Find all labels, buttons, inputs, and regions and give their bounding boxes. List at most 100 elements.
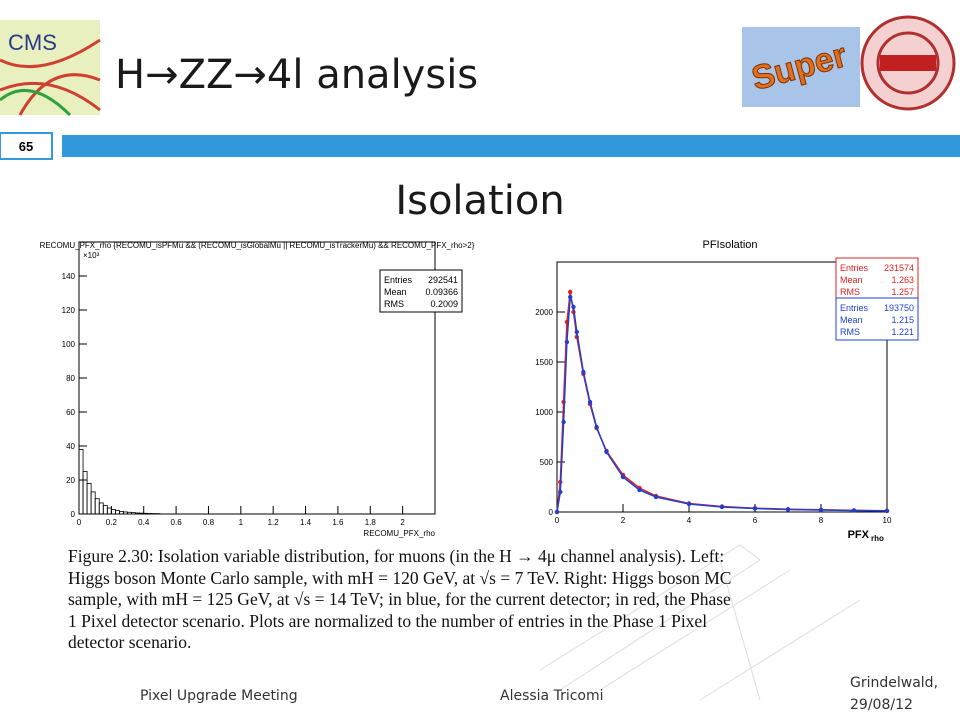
stats-label: RMS <box>840 287 860 297</box>
y-tick-label: 140 <box>62 272 76 281</box>
y-multiplier: ×10³ <box>83 251 100 260</box>
stats-label: Entries <box>384 275 413 285</box>
series-point <box>686 501 692 507</box>
x-tick-label: 0 <box>77 518 82 527</box>
x-tick-label: 0.8 <box>203 518 215 527</box>
cms-logo-tracks <box>0 88 72 117</box>
histogram-bar <box>123 511 128 515</box>
x-tick-label: 4 <box>687 516 692 525</box>
series-point <box>637 487 642 493</box>
footer-event: Pixel Upgrade Meeting <box>140 688 298 704</box>
histogram-bar <box>115 510 120 515</box>
stats-label: Entries <box>840 303 869 313</box>
histogram-bar <box>86 482 92 515</box>
series-point <box>719 504 725 510</box>
x-tick-label: 2 <box>621 516 626 525</box>
stats-label: RMS <box>840 327 860 337</box>
x-tick-label: 0.6 <box>171 518 183 527</box>
x-tick-label: 0 <box>555 516 560 525</box>
y-tick-label: 0 <box>549 508 554 517</box>
caption-line: detector scenario. <box>68 632 192 652</box>
series-point <box>851 508 857 513</box>
slide-number-box <box>0 132 53 160</box>
x-tick-label: 1.8 <box>365 518 377 527</box>
title-bar <box>62 135 960 157</box>
histogram-bar <box>135 512 141 515</box>
series-point <box>561 419 566 425</box>
stats-value: 231574 <box>884 263 914 273</box>
stats-value: 1.221 <box>891 327 914 337</box>
x-axis-label-sub: rho <box>871 534 884 543</box>
y-tick-label: 80 <box>66 374 75 383</box>
slide-number: 65 <box>19 139 33 154</box>
x-axis-label: RECOMU_PFX_rho <box>363 529 435 538</box>
series-point <box>554 509 560 515</box>
histogram-bar <box>143 512 149 515</box>
footer-author: Alessia Tricomi <box>500 688 604 704</box>
x-tick-label: 1 <box>239 518 244 527</box>
x-tick-label: 8 <box>819 516 824 525</box>
detector-logo <box>880 55 936 71</box>
caption: Figure 2.30: Isolation variable distribu… <box>68 546 731 654</box>
series-point <box>571 304 576 310</box>
y-tick-label: 20 <box>66 476 75 485</box>
y-tick-label: 100 <box>62 340 76 349</box>
chart-title: RECOMU_PFX_rho {RECOMU_isPFMu && (RECOMU… <box>40 241 475 250</box>
series-point <box>884 508 890 514</box>
histogram-bar <box>110 509 116 515</box>
y-tick-label: 120 <box>62 306 76 315</box>
histogram-bar <box>102 505 108 515</box>
watermark <box>539 544 861 701</box>
caption-line: sample, with mH = 125 GeV, at √s = 14 Te… <box>68 589 731 609</box>
y-tick-label: 60 <box>66 408 75 417</box>
plot-frame <box>556 261 888 513</box>
histogram-bar <box>82 471 88 515</box>
series-point <box>785 507 791 512</box>
stats-value: 1.257 <box>891 287 914 297</box>
histogram-bar <box>106 507 112 515</box>
histogram-bar <box>131 512 137 515</box>
x-tick-label: 10 <box>883 516 892 525</box>
stats-value: 1.215 <box>891 315 914 325</box>
histogram-bar <box>78 448 84 515</box>
series-point <box>594 424 599 430</box>
series-point <box>568 289 573 295</box>
footer-place-date: Grindelwald, 29/08/12 <box>850 675 939 713</box>
y-tick-label: 40 <box>66 442 75 451</box>
stats-box <box>835 257 919 301</box>
x-tick-label: 1.2 <box>268 518 280 527</box>
series-point <box>653 494 659 500</box>
histogram-bar <box>127 511 132 515</box>
x-tick-label: 0.4 <box>138 518 150 527</box>
stats-label: RMS <box>384 299 404 309</box>
x-tick-label: 6 <box>753 516 758 525</box>
series-point <box>604 449 609 455</box>
y-tick-label: 1000 <box>535 408 553 417</box>
series-point <box>587 399 593 405</box>
histogram-bar <box>90 491 96 515</box>
stats-box <box>835 297 919 341</box>
stats-value: 1.263 <box>891 275 914 285</box>
stats-value: 292541 <box>428 275 458 285</box>
stats-label: Mean <box>384 287 407 297</box>
series-point <box>818 507 824 513</box>
series-point <box>564 339 570 345</box>
series-point <box>581 369 586 375</box>
y-tick-label: 2000 <box>535 308 553 317</box>
slide-subtitle: Isolation <box>395 178 565 224</box>
stats-label: Mean <box>840 315 863 325</box>
series-point <box>574 329 579 335</box>
cms-logo-text: CMS <box>8 30 57 55</box>
series-point <box>568 294 573 300</box>
x-tick-label: 1.6 <box>332 518 344 527</box>
caption-line: Higgs boson Monte Carlo sample, with mH … <box>68 567 732 588</box>
x-axis-label: PFX <box>848 529 870 541</box>
stats-label: Mean <box>840 275 863 285</box>
y-tick-label: 500 <box>540 458 554 467</box>
histogram-bar <box>119 511 124 515</box>
caption-line: 1 Pixel detector scenario. Plots are nor… <box>68 610 708 631</box>
stats-box <box>379 269 463 313</box>
slide-title: H→ZZ→4l analysis <box>115 52 479 98</box>
